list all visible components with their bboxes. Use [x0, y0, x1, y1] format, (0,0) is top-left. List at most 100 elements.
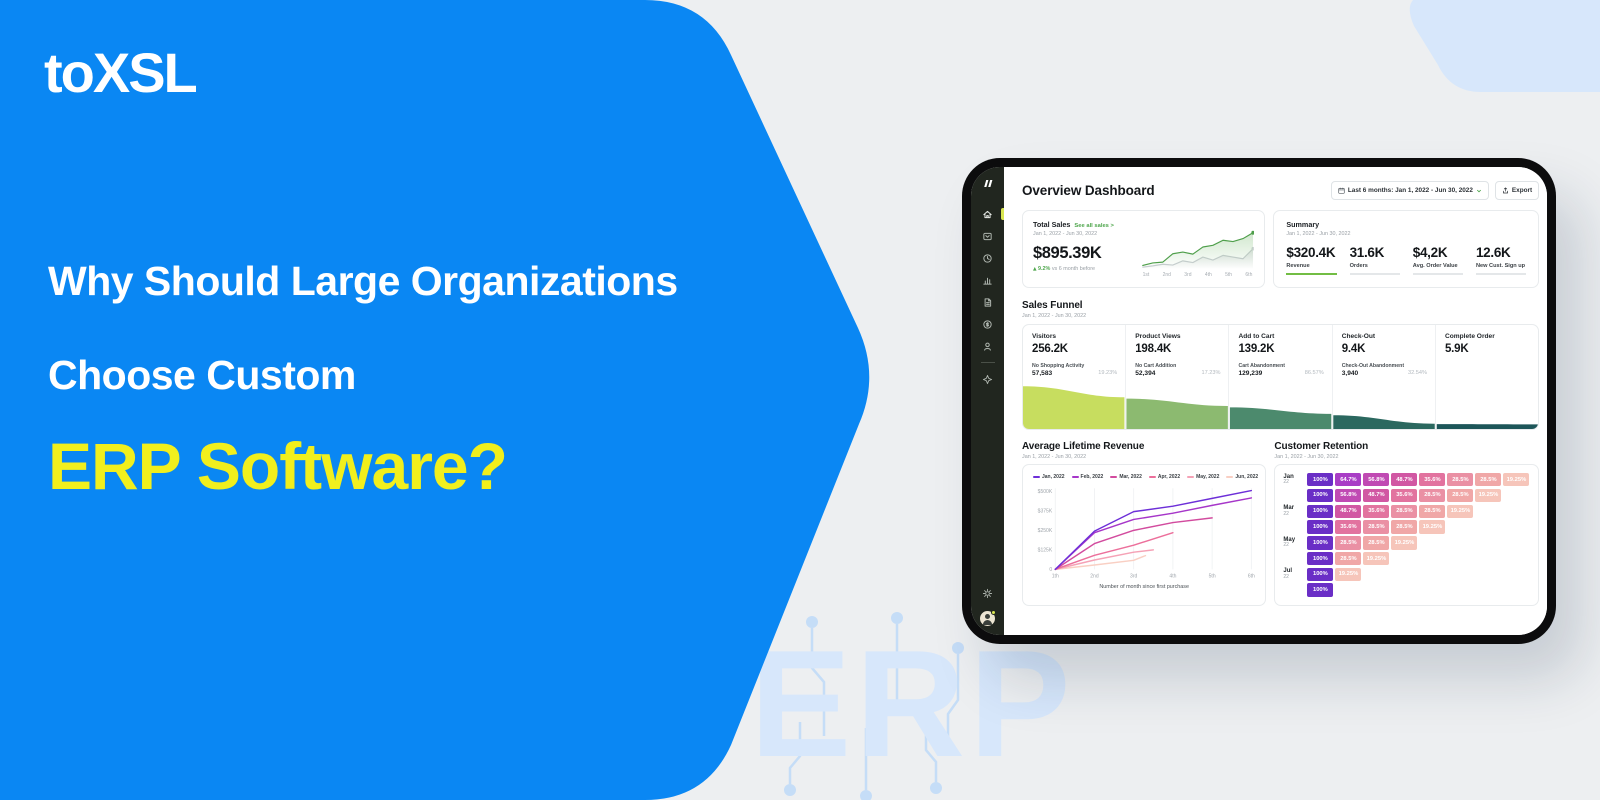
series-line — [1054, 489, 1253, 571]
metric-value: $4,2K — [1412, 245, 1448, 260]
retention-cell: 56.8% — [1363, 473, 1390, 487]
coin-icon — [983, 319, 992, 329]
funnel-stage-value: 5.9K — [1444, 343, 1469, 355]
legend-label: Feb, 2022 — [1080, 474, 1104, 480]
sidebar-item-inbox[interactable] — [971, 225, 1004, 247]
app-logo-icon — [981, 177, 994, 190]
total-sales-value: $895.39K — [1033, 244, 1102, 262]
retention-cell: 100% — [1307, 520, 1334, 534]
retention-cell: 19.25% — [1391, 536, 1418, 550]
sidebar-item-history[interactable] — [971, 247, 1004, 269]
retention-cell: 28.5% — [1363, 536, 1390, 550]
retention-cell: 100% — [1307, 504, 1334, 518]
funnel-stage: Visitors 256.2K No Shopping Activity 57,583… — [1023, 325, 1125, 429]
sidebar-item-billing[interactable] — [971, 313, 1004, 335]
summary-metric: $4,2K Avg. Order Value — [1412, 245, 1463, 275]
legend-item: Jun, 2022 — [1226, 474, 1258, 480]
retention-cell: 35.6% — [1419, 473, 1446, 487]
sales-sparkline-chart — [1141, 230, 1255, 269]
funnel-substage-pct: 32.54% — [1407, 370, 1427, 376]
date-filter-label: Last 6 months: Jan 1, 2022 - Jun 30, 202… — [1347, 187, 1473, 194]
retention-cell: 19.25% — [1503, 473, 1530, 487]
retention-row: 100% — [1283, 583, 1530, 597]
legend-item: Mar, 2022 — [1110, 474, 1142, 480]
avg-lifetime-revenue-card: Jan, 2022 Feb, 2022 Mar, 2022 Apr, 2022 May,… — [1022, 464, 1267, 606]
see-all-sales-link[interactable]: See all sales > — [1074, 223, 1114, 229]
funnel-stage-value: 9.4K — [1341, 343, 1366, 355]
retention-cell: 64.7% — [1335, 473, 1362, 487]
sales-funnel-title: Sales Funnel — [1022, 300, 1083, 311]
svg-text:3rd: 3rd — [1130, 574, 1137, 580]
retention-cell: 19.25% — [1447, 504, 1474, 518]
tablet-mockup: Overview Dashboard Last 6 months: Jan 1,… — [962, 158, 1556, 644]
hero-title-line-2: Choose Custom — [48, 352, 356, 398]
retention-cell: 100% — [1307, 473, 1334, 487]
export-button[interactable]: Export — [1494, 181, 1540, 200]
user-icon — [984, 342, 991, 351]
brand-logo: toXSL — [44, 41, 198, 104]
clock-icon — [983, 253, 992, 263]
sidebar-item-reports[interactable] — [971, 291, 1004, 313]
summary-date-range: Jan 1, 2022 - Jun 30, 2022 — [1286, 231, 1351, 237]
retention-cell: 48.7% — [1391, 473, 1418, 487]
funnel-stage-label: Complete Order — [1444, 333, 1495, 340]
axis-tick: 1st — [1142, 272, 1150, 278]
funnel-stage-value: 198.4K — [1135, 343, 1172, 355]
avg-lifetime-revenue-date-range: Jan 1, 2022 - Jun 30, 2022 — [1022, 454, 1087, 460]
retention-cell: 56.8% — [1335, 488, 1362, 503]
svg-text:$125K: $125K — [1038, 548, 1053, 554]
axis-tick: 3rd — [1184, 272, 1192, 278]
funnel-stage-value: 139.2K — [1238, 343, 1275, 355]
total-sales-card: Total Sales See all sales > Jan 1, 2022 … — [1022, 210, 1266, 288]
sidebar — [971, 167, 1004, 635]
erp-watermark: ERP — [750, 619, 1075, 789]
document-icon — [984, 297, 992, 307]
legend-label: Jun, 2022 — [1235, 474, 1259, 480]
funnel-stage: Add to Cart 139.2K Cart Abandonment 129,239… — [1228, 325, 1331, 429]
retention-row: 100% 56.8% 48.7% 35.6% 28.5% 28.5% 19.25% — [1283, 488, 1530, 503]
retention-cell: 48.7% — [1335, 504, 1362, 518]
avatar[interactable] — [980, 610, 996, 626]
funnel-substage-label: No Shopping Activity — [1032, 363, 1085, 369]
retention-cell: 35.6% — [1335, 520, 1362, 534]
avg-lifetime-revenue-title: Average Lifetime Revenue — [1022, 441, 1145, 452]
retention-cell: 28.5% — [1475, 473, 1502, 487]
customer-retention-date-range: Jan 1, 2022 - Jun 30, 2022 — [1274, 454, 1339, 460]
series-line — [1054, 549, 1155, 571]
sidebar-item-customers[interactable] — [971, 335, 1004, 357]
sidebar-item-home[interactable] — [971, 203, 1004, 225]
date-filter[interactable]: Last 6 months: Jan 1, 2022 - Jun 30, 202… — [1330, 181, 1489, 200]
legend-label: Mar, 2022 — [1119, 474, 1142, 480]
retention-row-label: May 22 — [1283, 536, 1296, 549]
sidebar-item-settings[interactable] — [971, 582, 1004, 604]
hero-title-line-1: Why Should Large Organizations — [48, 258, 678, 304]
retention-cell: 28.5% — [1363, 520, 1390, 534]
funnel-substage-label: No Cart Addition — [1135, 363, 1177, 369]
retention-cell: 28.5% — [1419, 488, 1446, 503]
funnel-segment — [1436, 424, 1539, 429]
funnel-segment — [1023, 386, 1125, 429]
series-line — [1054, 497, 1253, 571]
sidebar-item-analytics[interactable] — [971, 269, 1004, 291]
gear-icon — [982, 588, 993, 598]
total-sales-delta: ▲ 9.2% vs 6 month before — [1033, 266, 1095, 272]
funnel-segment — [1229, 407, 1332, 429]
svg-text:1th: 1th — [1052, 574, 1059, 580]
legend-swatch — [1226, 476, 1234, 478]
retention-cell: 28.5% — [1391, 520, 1418, 534]
retention-cell: 48.7% — [1363, 488, 1390, 503]
retention-row-label: Mar 22 — [1283, 505, 1295, 517]
sidebar-item-ai[interactable] — [971, 368, 1004, 390]
legend-item: May, 2022 — [1187, 474, 1219, 480]
funnel-substage-value: 3,940 — [1341, 370, 1359, 377]
legend-label: Jan, 2022 — [1042, 474, 1065, 480]
inbox-icon — [983, 232, 992, 240]
retention-cell: 35.6% — [1363, 504, 1390, 518]
metric-label: Orders — [1349, 263, 1368, 269]
funnel-stage: Product Views 198.4K No Cart Addition 52,39… — [1125, 325, 1228, 429]
bar-chart-icon — [983, 277, 992, 285]
axis-tick: 2nd — [1162, 272, 1171, 278]
